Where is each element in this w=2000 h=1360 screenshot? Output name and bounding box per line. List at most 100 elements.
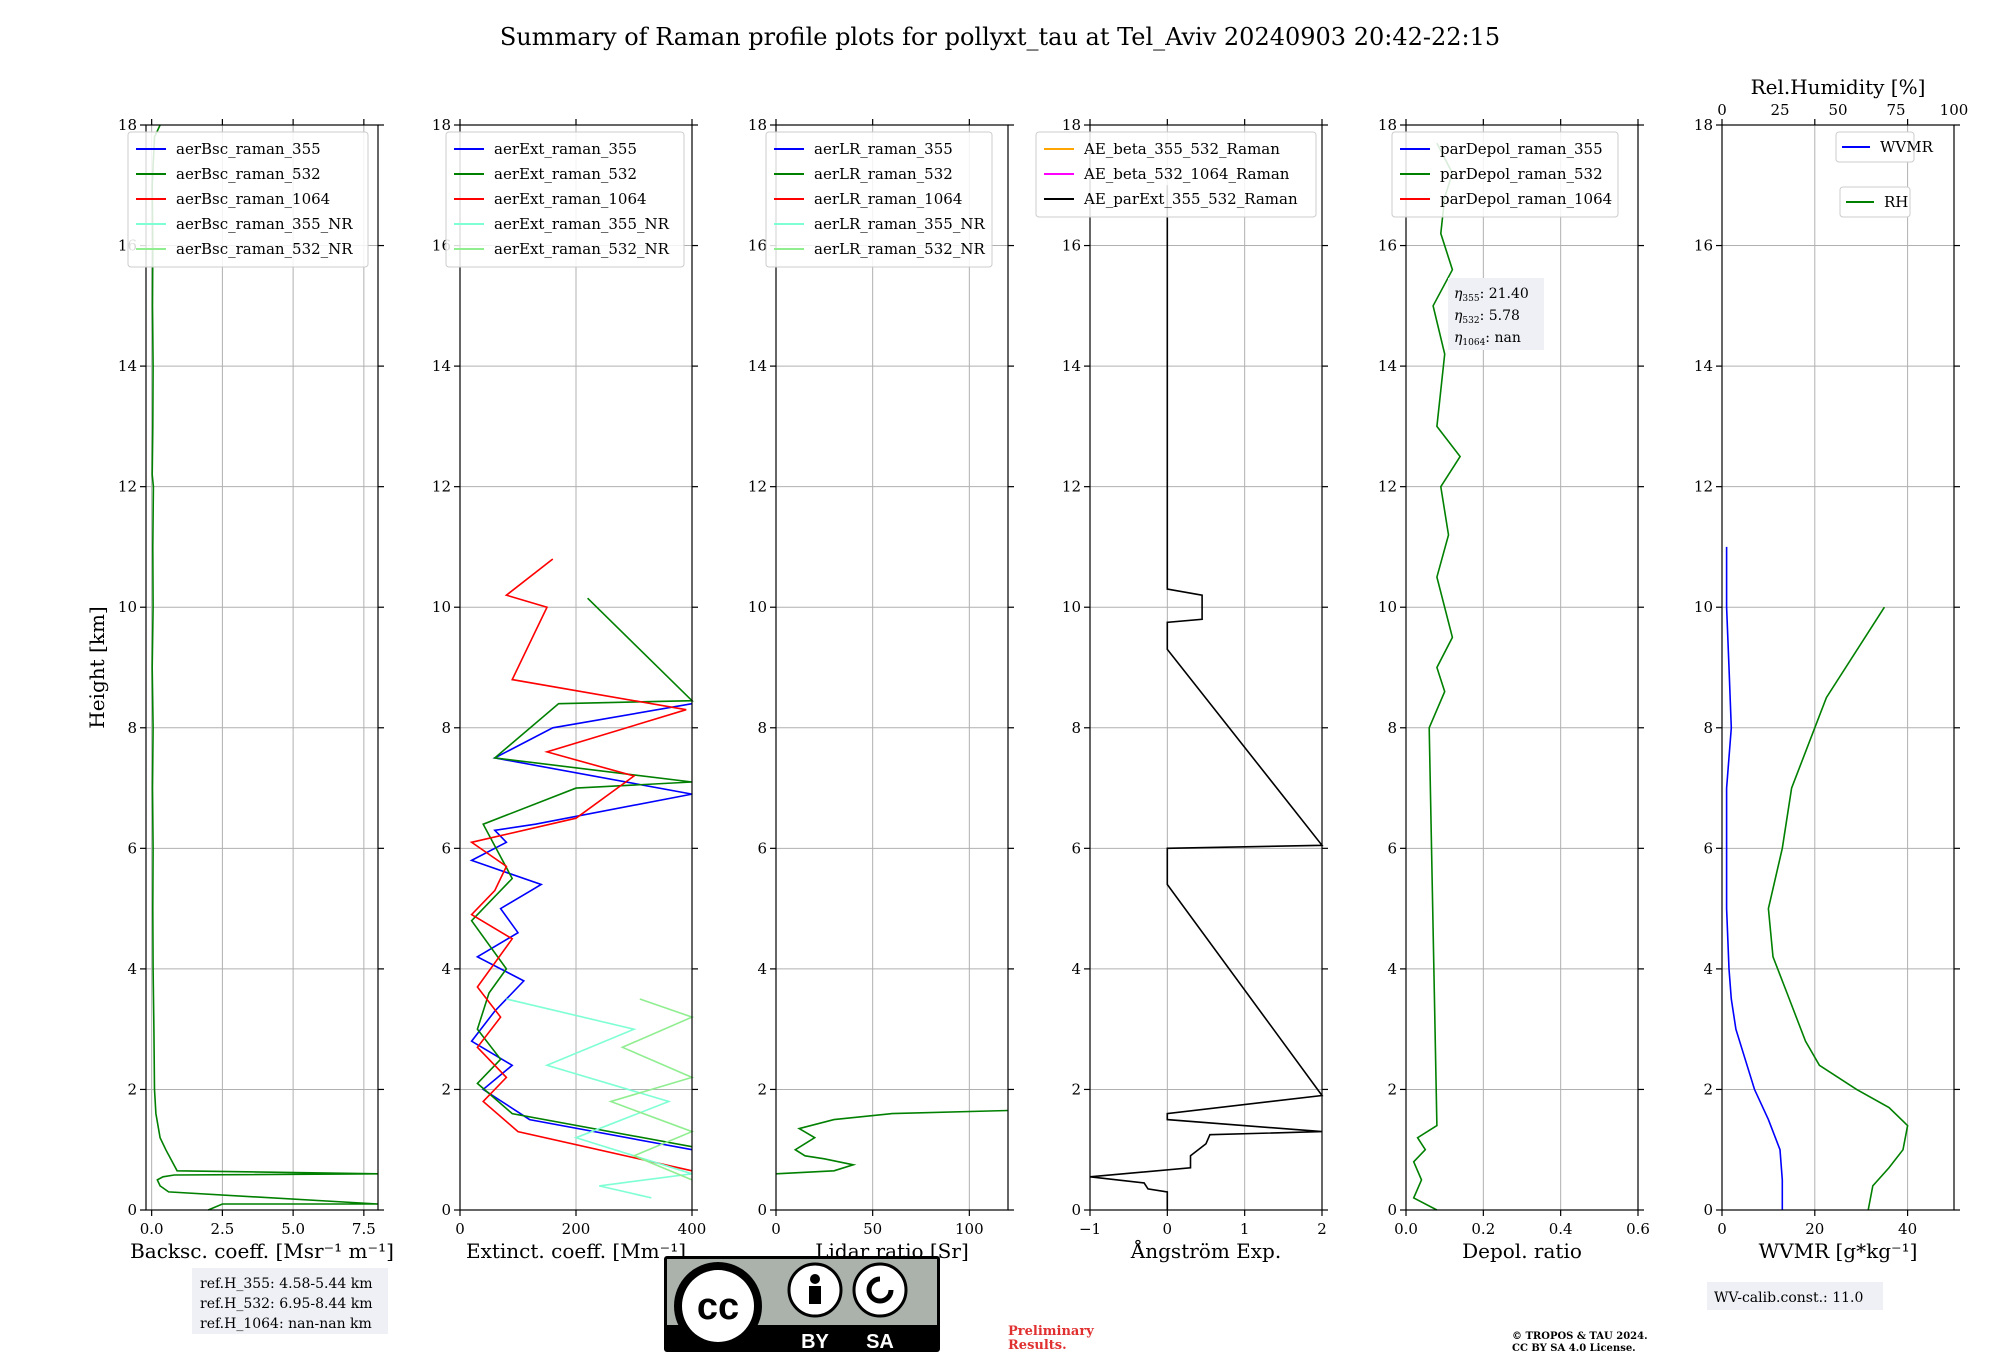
y-tick-label: 0	[1703, 1201, 1713, 1219]
x-tick-label: 0	[455, 1220, 465, 1238]
y-tick-label: 0	[757, 1201, 767, 1219]
share-alike-arrow-icon	[866, 1276, 894, 1304]
y-tick-label: 14	[1694, 357, 1713, 375]
x-tick-label: 200	[562, 1220, 591, 1238]
y-tick-label: 8	[1387, 719, 1397, 737]
x-tick-label: 0.6	[1626, 1220, 1650, 1238]
legend-entry: aerBsc_raman_355_NR	[176, 215, 353, 233]
legend-entry: aerBsc_raman_355	[176, 140, 321, 158]
series-aerExt_raman_1064	[469, 558, 693, 1172]
legend-entry: AE_beta_355_532_Raman	[1083, 140, 1280, 158]
y-tick-label: 4	[757, 960, 767, 978]
axes-frame	[775, 124, 1009, 1211]
preliminary-line2: Results.	[1008, 1338, 1067, 1353]
legend-entry: aerLR_raman_355	[814, 140, 953, 158]
by-label: BY	[801, 1331, 829, 1353]
y-tick-label: 18	[118, 116, 137, 134]
series-parDepol_raman_532	[1412, 142, 1462, 1211]
eta-annotation: η355: 21.40 η532: 5.78 η1064: nan	[1448, 278, 1544, 350]
x-tick-label: 0.2	[1471, 1220, 1495, 1238]
ref-height-1064: ref.H_1064: nan-nan km	[200, 1316, 372, 1332]
x-tick-label: 2	[1317, 1220, 1327, 1238]
legend-box	[1391, 131, 1619, 218]
legend-entry: aerExt_raman_355_NR	[494, 215, 670, 233]
x-tick-label: 0	[1717, 1220, 1727, 1238]
legend-box	[765, 131, 993, 268]
y-tick-label: 14	[1062, 357, 1081, 375]
y-tick-label: 14	[432, 357, 451, 375]
x-tick-label: 0.4	[1549, 1220, 1573, 1238]
y-tick-label: 12	[118, 478, 137, 496]
y-tick-label: 10	[118, 598, 137, 616]
y-tick-label: 6	[1703, 839, 1713, 857]
x2-axis-label: Rel.Humidity [%]	[1751, 75, 1926, 99]
y-tick-label: 18	[1062, 116, 1081, 134]
y-tick-label: 6	[441, 839, 451, 857]
legend-entry: aerBsc_raman_532	[176, 165, 321, 183]
cc-text: cc	[697, 1286, 739, 1328]
ref-height-532: ref.H_532: 6.95-8.44 km	[200, 1296, 373, 1312]
series-WVMR	[1725, 546, 1784, 1210]
x-tick-label: 50	[863, 1220, 882, 1238]
axes-frame	[1405, 124, 1639, 1211]
y-tick-label: 18	[432, 116, 451, 134]
preliminary-line1: Preliminary	[1008, 1324, 1094, 1339]
y-tick-label: 2	[127, 1080, 137, 1098]
y-tick-label: 4	[1071, 960, 1081, 978]
series-aerExt_raman_532_NR	[608, 998, 695, 1181]
y-tick-label: 2	[1387, 1080, 1397, 1098]
panel-depol: 0 2 4 6 8 10 12 14 16 18 0.0 0.2 0.4 0.6 Depol. ratio p…	[1378, 116, 1650, 1263]
eta-532: η532: 5.78	[1454, 308, 1520, 326]
legend-entry: aerLR_raman_1064	[814, 190, 962, 208]
y-tick-label: 18	[1694, 116, 1713, 134]
legend-lr: aerLR_raman_355 aerLR_raman_532 aerLR_rama…	[765, 131, 993, 268]
copyright-line2: CC BY SA 4.0 License.	[1512, 1343, 1636, 1354]
legend-box	[1835, 131, 1915, 163]
cc-license-badge: cc BY SA	[664, 1256, 940, 1353]
x-tick-label: 20	[1805, 1220, 1824, 1238]
x-tick-label: 0.0	[140, 1220, 164, 1238]
legend-ext: aerExt_raman_355 aerExt_raman_532 aerExt_r…	[445, 131, 685, 268]
legend-entry: aerBsc_raman_532_NR	[176, 240, 353, 258]
y-tick-label: 16	[748, 237, 767, 255]
x-axis-label: Extinct. coeff. [Mm⁻¹]	[466, 1239, 686, 1263]
y-tick-label: 8	[1071, 719, 1081, 737]
x-axis-label: Depol. ratio	[1462, 1239, 1582, 1263]
y-tick-label: 8	[757, 719, 767, 737]
y-tick-label: 14	[1378, 357, 1397, 375]
series-AE_parExt_355_532_Raman	[1089, 185, 1324, 1210]
x-tick-label: 100	[955, 1220, 984, 1238]
y-tick-label: 4	[1703, 960, 1713, 978]
share-alike-icon	[852, 1262, 908, 1318]
y-tick-label: 6	[1387, 839, 1397, 857]
legend-entry: parDepol_raman_355	[1440, 140, 1603, 158]
y-tick-label: 12	[748, 478, 767, 496]
legend-entry: parDepol_raman_1064	[1440, 190, 1612, 208]
legend-entry: aerExt_raman_1064	[494, 190, 647, 208]
x-tick-label: 0	[771, 1220, 781, 1238]
attribution-head-icon	[810, 1274, 820, 1284]
y-tick-label: 0	[1071, 1201, 1081, 1219]
y-tick-label: 6	[757, 839, 767, 857]
cc-circle-icon	[682, 1270, 754, 1342]
y-tick-label: 6	[127, 839, 137, 857]
wv-calib-box-bg	[1707, 1282, 1883, 1310]
y-tick-label: 12	[1378, 478, 1397, 496]
y-tick-label: 10	[1694, 598, 1713, 616]
y-tick-label: 2	[1703, 1080, 1713, 1098]
legend-entry: aerExt_raman_355	[494, 140, 637, 158]
ref-height-355: ref.H_355: 4.58-5.44 km	[200, 1276, 373, 1292]
x2-tick-label: 50	[1828, 101, 1847, 119]
y-tick-label: 8	[1703, 719, 1713, 737]
legend-wv: WVMR RH	[1835, 131, 1934, 218]
legend-box	[445, 131, 685, 268]
legend-entry: parDepol_raman_532	[1440, 165, 1603, 183]
x-tick-label: 0.0	[1394, 1220, 1418, 1238]
ref-height-box-bg	[192, 1268, 388, 1334]
x-axis-label: Ångström Exp.	[1130, 1238, 1281, 1263]
